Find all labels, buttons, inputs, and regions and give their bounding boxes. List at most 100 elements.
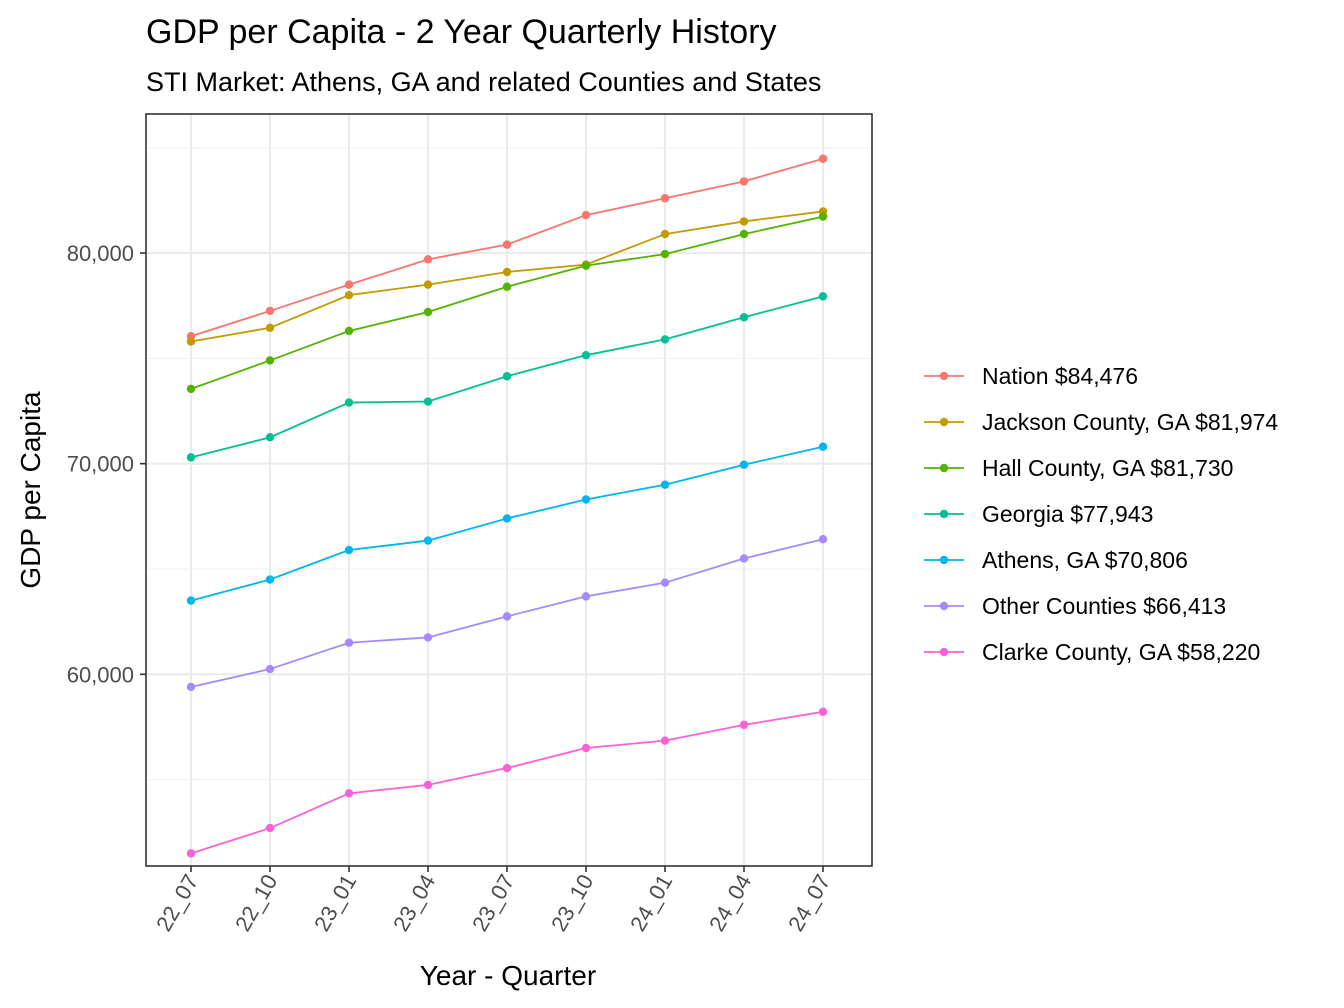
data-point [265,823,275,833]
y-tick-label: 80,000 [67,241,134,266]
legend-key-point [939,647,949,657]
data-point [660,249,670,259]
legend-key-point [939,463,949,473]
legend-key-point [939,417,949,427]
legend-label: Other Counties $66,413 [982,593,1226,619]
y-tick-label: 70,000 [67,452,134,477]
data-point [186,384,196,394]
data-point [660,194,670,203]
data-point [502,267,512,277]
data-point [423,397,433,406]
data-point [423,780,433,790]
data-point [660,229,670,239]
y-tick-label: 60,000 [67,662,134,687]
x-axis-title: Year - Quarter [420,960,596,991]
data-point [660,335,670,344]
x-tick-label: 23_07 [467,870,519,935]
data-point [186,849,196,858]
data-point [660,578,670,587]
data-point [344,545,354,555]
x-tick-label: 22_10 [230,870,282,935]
legend-label: Clarke County, GA $58,220 [982,639,1260,665]
data-point [739,217,749,226]
legend-item: Clarke County, GA $58,220 [924,639,1260,665]
data-point [423,633,433,642]
data-point [581,592,591,601]
data-point [581,350,591,360]
data-point [818,292,828,301]
data-point [423,280,433,289]
legend-key-point [939,371,949,381]
x-tick-label: 24_01 [625,870,677,935]
data-point [265,323,275,333]
data-point [660,480,670,489]
series-group [186,707,828,858]
legend-item: Other Counties $66,413 [924,593,1226,619]
data-point [581,261,591,270]
data-point [186,682,196,692]
data-point [502,240,512,249]
data-point [502,612,512,621]
legend-key-point [939,509,949,519]
chart-title: GDP per Capita - 2 Year Quarterly Histor… [146,13,777,51]
legend-item: Hall County, GA $81,730 [924,455,1233,481]
legend-item: Nation $84,476 [924,363,1138,389]
y-axis: 60,000 70,000 80,000 [67,241,146,687]
chart-subtitle: STI Market: Athens, GA and related Count… [146,67,821,97]
x-tick-label: 23_01 [309,870,361,935]
legend-item: Athens, GA $70,806 [924,547,1188,573]
data-point [423,307,433,317]
data-point [423,536,433,545]
legend-key-point [939,601,949,611]
data-point [818,212,828,221]
data-point [265,306,275,316]
x-tick-label: 23_04 [388,870,440,935]
data-point [344,280,354,289]
data-point [186,337,196,346]
data-point [423,255,433,264]
series-group [186,442,828,605]
data-point [344,638,354,647]
x-axis: 22_07 22_10 23_01 23_04 23_07 23_10 24_01 24_04… [151,866,835,935]
legend-label: Nation $84,476 [982,363,1138,389]
data-point [265,356,275,365]
data-point [739,177,749,186]
data-point [265,433,275,442]
data-point [581,210,591,220]
legend-label: Georgia $77,943 [982,501,1153,527]
y-axis-title: GDP per Capita [15,391,46,589]
data-point [818,707,828,717]
data-point [581,495,591,504]
series-group [186,535,828,692]
data-point [818,154,828,163]
series-group [186,292,828,462]
series-group [186,207,828,346]
data-point [344,326,354,336]
data-point [739,229,749,239]
data-point [265,664,275,674]
x-tick-label: 22_07 [151,870,203,935]
legend: Nation $84,476 Jackson County, GA $81,974… [924,363,1278,665]
data-point [739,554,749,563]
data-point [818,442,828,451]
x-tick-label: 24_04 [704,870,756,935]
data-point [739,313,749,322]
data-point [344,290,354,300]
x-tick-label: 23_10 [546,870,598,935]
legend-label: Athens, GA $70,806 [982,547,1188,573]
data-point [739,720,749,730]
plot-background [146,114,872,866]
data-point [502,372,512,381]
data-point [739,460,749,469]
data-point [502,282,512,291]
data-point [344,789,354,798]
legend-label: Hall County, GA $81,730 [982,455,1233,481]
legend-key-point [939,555,949,565]
series-group [186,154,828,341]
data-point [502,763,512,773]
series-layer [186,154,828,858]
legend-item: Georgia $77,943 [924,501,1153,527]
x-tick-label: 24_07 [783,870,835,935]
legend-label: Jackson County, GA $81,974 [982,409,1278,435]
